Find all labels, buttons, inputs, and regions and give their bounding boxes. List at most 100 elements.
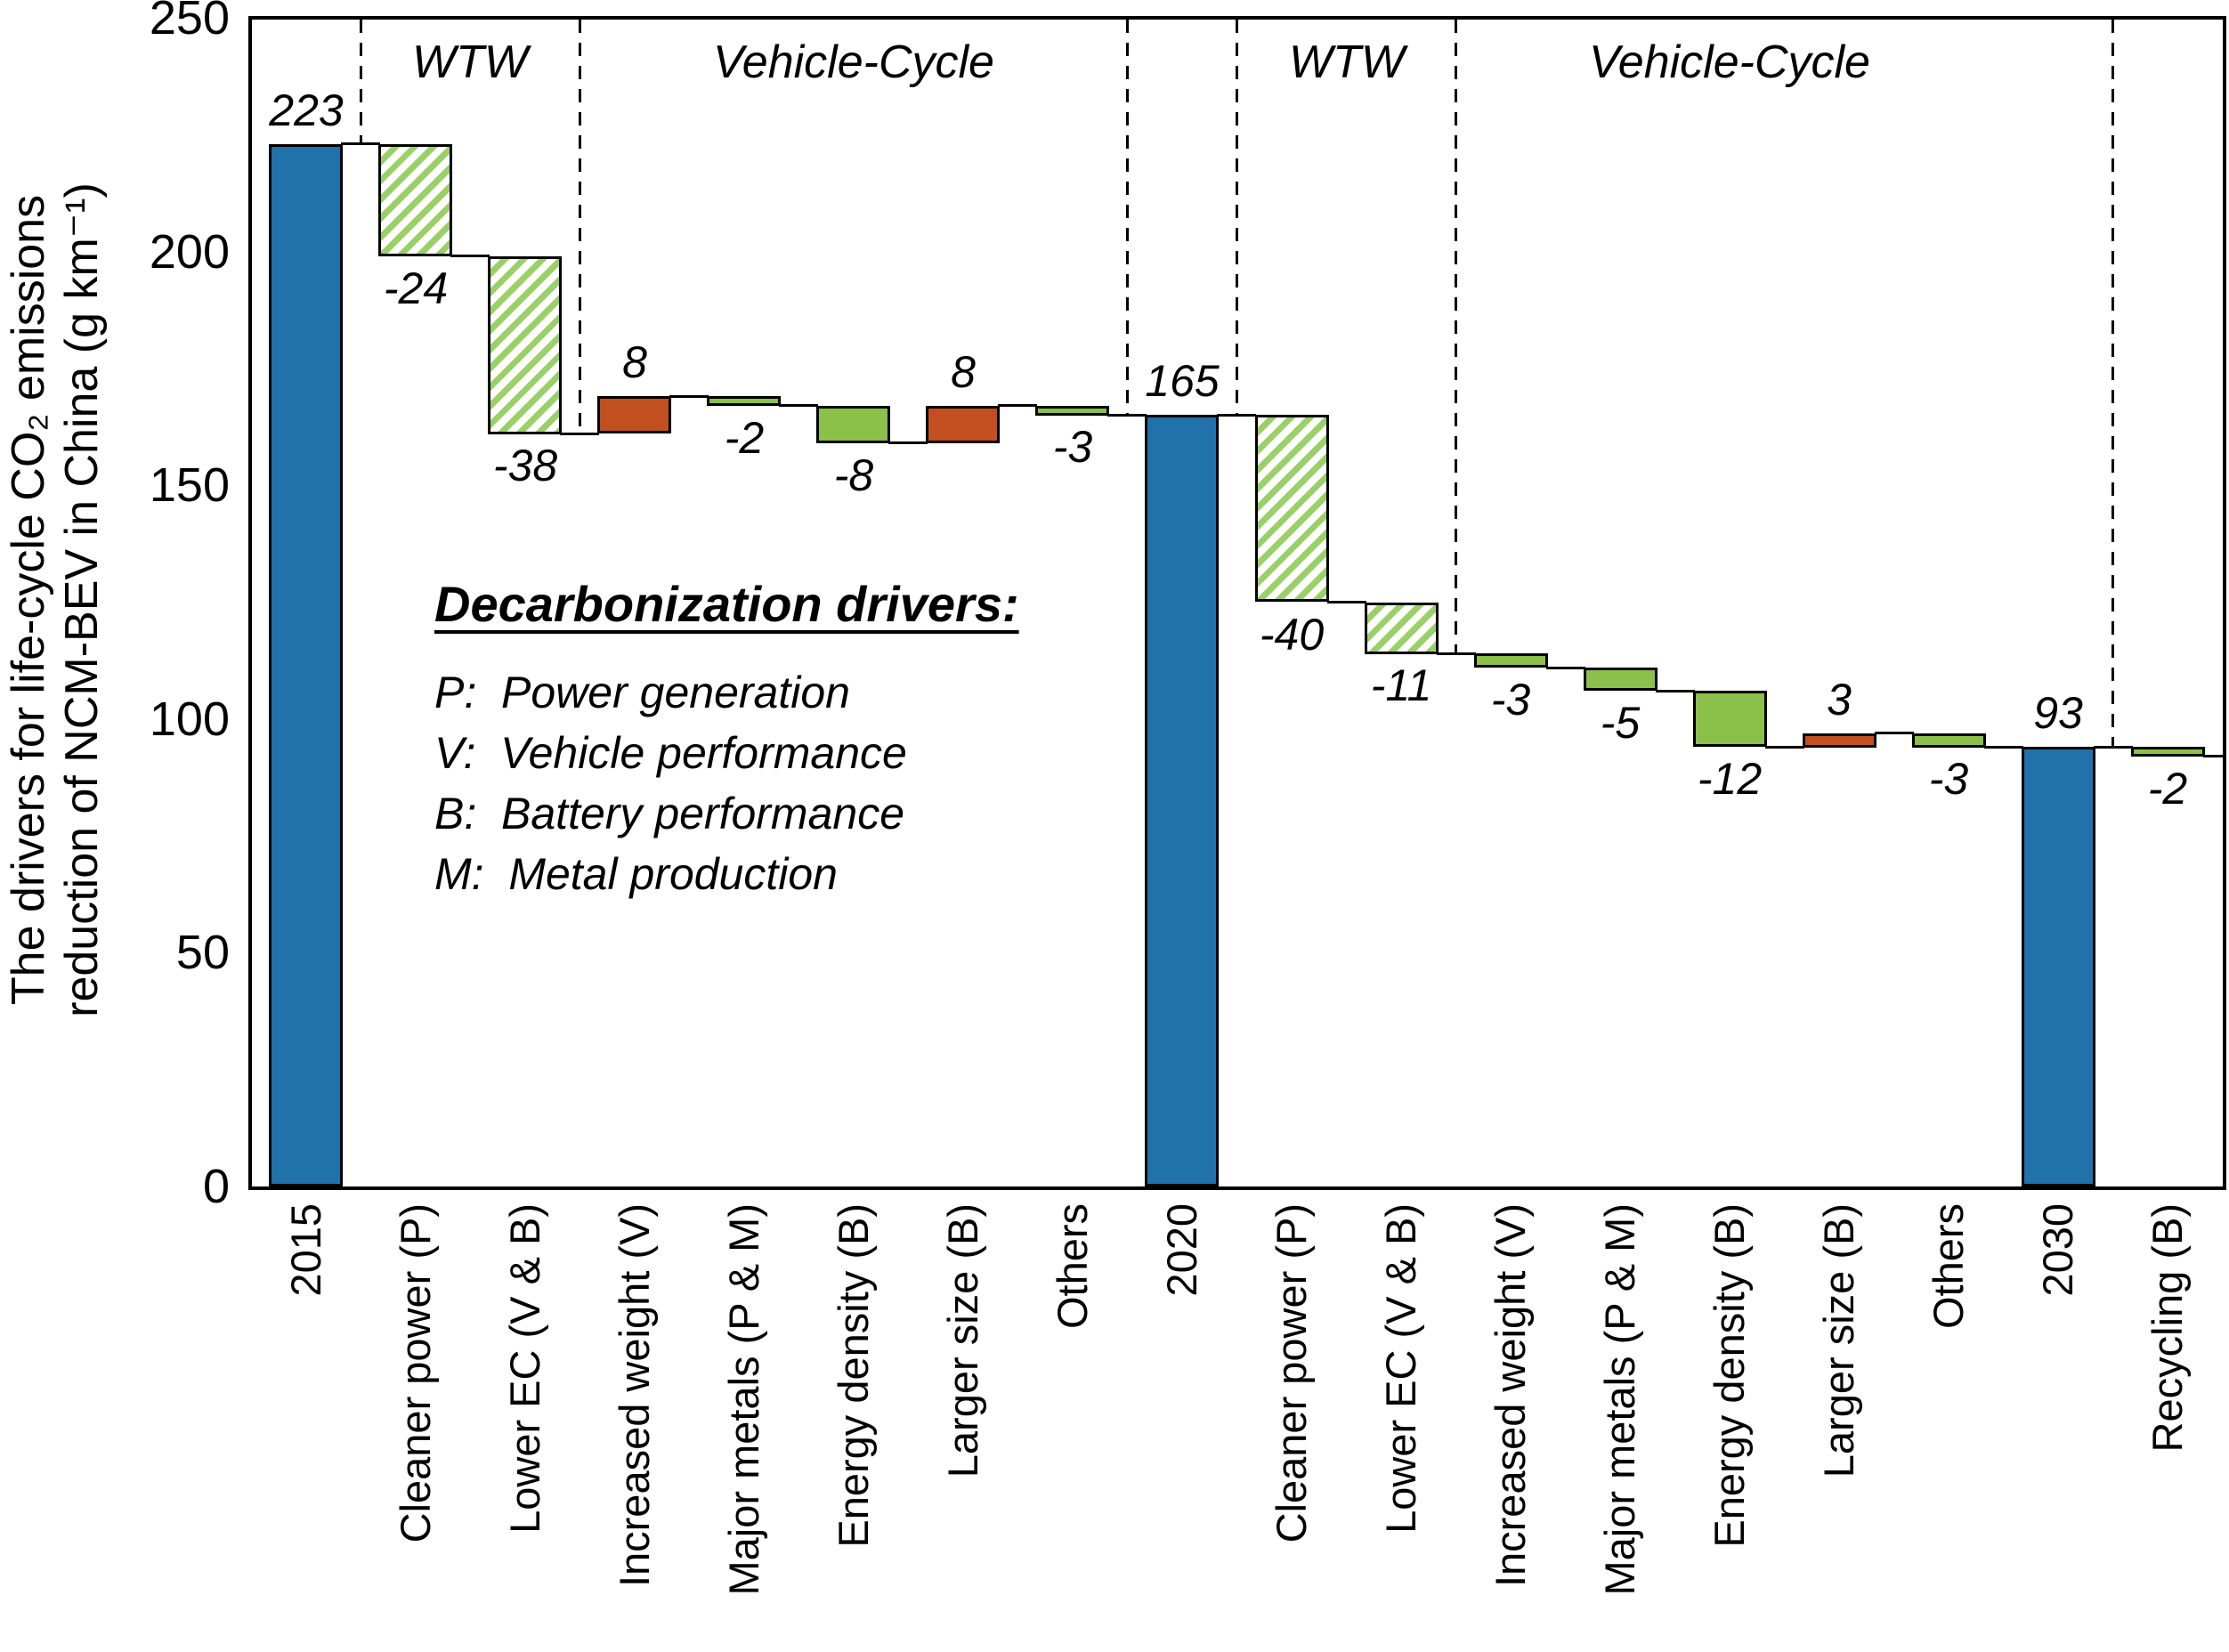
waterfall-bar bbox=[378, 144, 452, 256]
bar-value-label: 8 bbox=[622, 337, 647, 387]
waterfall-bar bbox=[1912, 733, 1986, 748]
x-category-label-text: Lower EC (V & B) bbox=[1377, 1203, 1424, 1534]
y-tick-label: 50 bbox=[175, 926, 230, 979]
step-connector-line bbox=[341, 142, 380, 145]
step-connector-line bbox=[2094, 746, 2133, 749]
bar-value-label: -12 bbox=[1697, 754, 1763, 804]
x-category-label-text: Cleaner power (P) bbox=[392, 1203, 439, 1543]
bar-value-label: 8 bbox=[951, 347, 976, 397]
bar-value-label: -3 bbox=[1052, 422, 1093, 472]
step-connector-line bbox=[1875, 732, 1914, 734]
x-category-label-text: 2020 bbox=[1158, 1203, 1205, 1297]
waterfall-bar bbox=[1803, 733, 1876, 748]
x-category-label-text: Recycling (B) bbox=[2144, 1203, 2191, 1453]
legend-item: V: Vehicle performance bbox=[434, 728, 907, 778]
section-divider-line bbox=[1236, 20, 1238, 415]
x-category-label-text: 2030 bbox=[2034, 1203, 2081, 1297]
step-connector-line bbox=[779, 404, 818, 407]
bar-value-label: -38 bbox=[492, 441, 558, 490]
x-category-label-text: Lower EC (V & B) bbox=[501, 1203, 548, 1534]
legend-item: B: Battery performance bbox=[434, 789, 905, 838]
step-connector-line bbox=[669, 395, 709, 398]
bar-value-label: 3 bbox=[1827, 675, 1852, 725]
legend-title: Decarbonization drivers: bbox=[434, 576, 1019, 632]
bar-value-label: -3 bbox=[1928, 754, 1969, 804]
step-connector-line bbox=[1217, 414, 1256, 417]
x-category-label-text: Others bbox=[1049, 1203, 1096, 1330]
bar-value-label: -24 bbox=[383, 263, 449, 313]
bar-value-label: -2 bbox=[724, 413, 765, 463]
waterfall-bar bbox=[707, 396, 781, 406]
bar-value-label: 93 bbox=[2033, 688, 2083, 738]
waterfall-bar bbox=[1474, 653, 1548, 668]
x-category-label-text: Larger size (B) bbox=[939, 1203, 986, 1478]
section-label: WTW bbox=[412, 36, 528, 88]
step-connector-line bbox=[1656, 690, 1695, 692]
bar-value-label: -40 bbox=[1259, 610, 1325, 660]
axis-spine-right bbox=[2223, 16, 2226, 1189]
y-axis-title-line1: The drivers for life-cycle CO₂ emissions bbox=[3, 194, 54, 1006]
step-connector-line bbox=[1765, 746, 1804, 749]
y-tick-label: 0 bbox=[202, 1160, 230, 1213]
step-connector-line bbox=[998, 404, 1037, 407]
section-divider-line bbox=[579, 20, 581, 433]
y-tick-label: 250 bbox=[149, 0, 230, 45]
step-connector-line bbox=[1327, 601, 1366, 603]
waterfall-bar bbox=[816, 406, 890, 443]
bar-value-label: -11 bbox=[1370, 660, 1432, 710]
step-connector-line bbox=[1984, 746, 2023, 749]
x-category-label-text: Major metals (P & M) bbox=[1596, 1203, 1643, 1596]
axis-spine-top bbox=[248, 16, 2226, 20]
waterfall-bar bbox=[1365, 603, 1439, 654]
bar-value-label: -2 bbox=[2147, 764, 2188, 814]
x-category-label-text: Increased weight (V) bbox=[611, 1203, 658, 1588]
y-tick-label: 200 bbox=[149, 225, 230, 279]
step-connector-line bbox=[1546, 667, 1585, 669]
waterfall-bar bbox=[1255, 415, 1329, 602]
section-divider-line bbox=[1455, 20, 1457, 653]
section-label: Vehicle-Cycle bbox=[1589, 36, 1870, 88]
y-axis-title-line2: reduction of NCM-BEV in China (g km⁻¹) bbox=[56, 182, 108, 1017]
waterfall-bar bbox=[926, 406, 1000, 443]
x-category-label-text: Major metals (P & M) bbox=[720, 1203, 767, 1596]
legend-items: P: Power generation V: Vehicle performanc… bbox=[434, 662, 1019, 904]
axis-spine-left bbox=[248, 16, 252, 1189]
waterfall-bar bbox=[269, 144, 343, 1186]
x-category-label-text: Energy density (B) bbox=[1706, 1203, 1753, 1548]
section-divider-line bbox=[2111, 20, 2114, 747]
section-label: Vehicle-Cycle bbox=[713, 36, 994, 88]
step-connector-line bbox=[560, 433, 599, 435]
x-category-label-text: Others bbox=[1925, 1203, 1972, 1330]
waterfall-bar bbox=[1035, 406, 1109, 416]
bar-value-label: -5 bbox=[1600, 698, 1641, 748]
bar-value-label: -3 bbox=[1490, 675, 1531, 725]
x-category-label-text: Larger size (B) bbox=[1815, 1203, 1862, 1478]
x-category-label-text: Energy density (B) bbox=[830, 1203, 877, 1548]
x-category-label-text: Cleaner power (P) bbox=[1268, 1203, 1315, 1543]
step-connector-line bbox=[2203, 755, 2223, 757]
step-connector-line bbox=[1437, 652, 1476, 655]
x-category-label-text: Increased weight (V) bbox=[1487, 1203, 1534, 1588]
waterfall-bar bbox=[597, 396, 671, 433]
waterfall-bar bbox=[488, 256, 562, 434]
axis-spine-bottom bbox=[248, 1186, 2226, 1190]
legend-item: M: Metal production bbox=[434, 849, 838, 899]
legend-item: P: Power generation bbox=[434, 668, 850, 717]
step-connector-line bbox=[888, 441, 928, 444]
waterfall-bar bbox=[1584, 668, 1658, 691]
bar-value-label: 165 bbox=[1145, 356, 1220, 406]
section-divider-line bbox=[360, 20, 362, 144]
bar-value-label: -8 bbox=[833, 450, 874, 500]
section-label: WTW bbox=[1289, 36, 1405, 88]
step-connector-line bbox=[450, 255, 490, 257]
waterfall-bar bbox=[2022, 747, 2095, 1186]
step-connector-line bbox=[1107, 414, 1147, 417]
bar-value-label: 223 bbox=[269, 85, 344, 135]
x-category-label-text: 2015 bbox=[282, 1203, 329, 1297]
section-divider-line bbox=[1126, 20, 1129, 415]
y-tick-label: 100 bbox=[149, 692, 230, 746]
y-tick-label: 150 bbox=[149, 458, 230, 512]
chart-legend: Decarbonization drivers: P: Power genera… bbox=[434, 577, 1019, 904]
waterfall-bar bbox=[1693, 691, 1767, 747]
